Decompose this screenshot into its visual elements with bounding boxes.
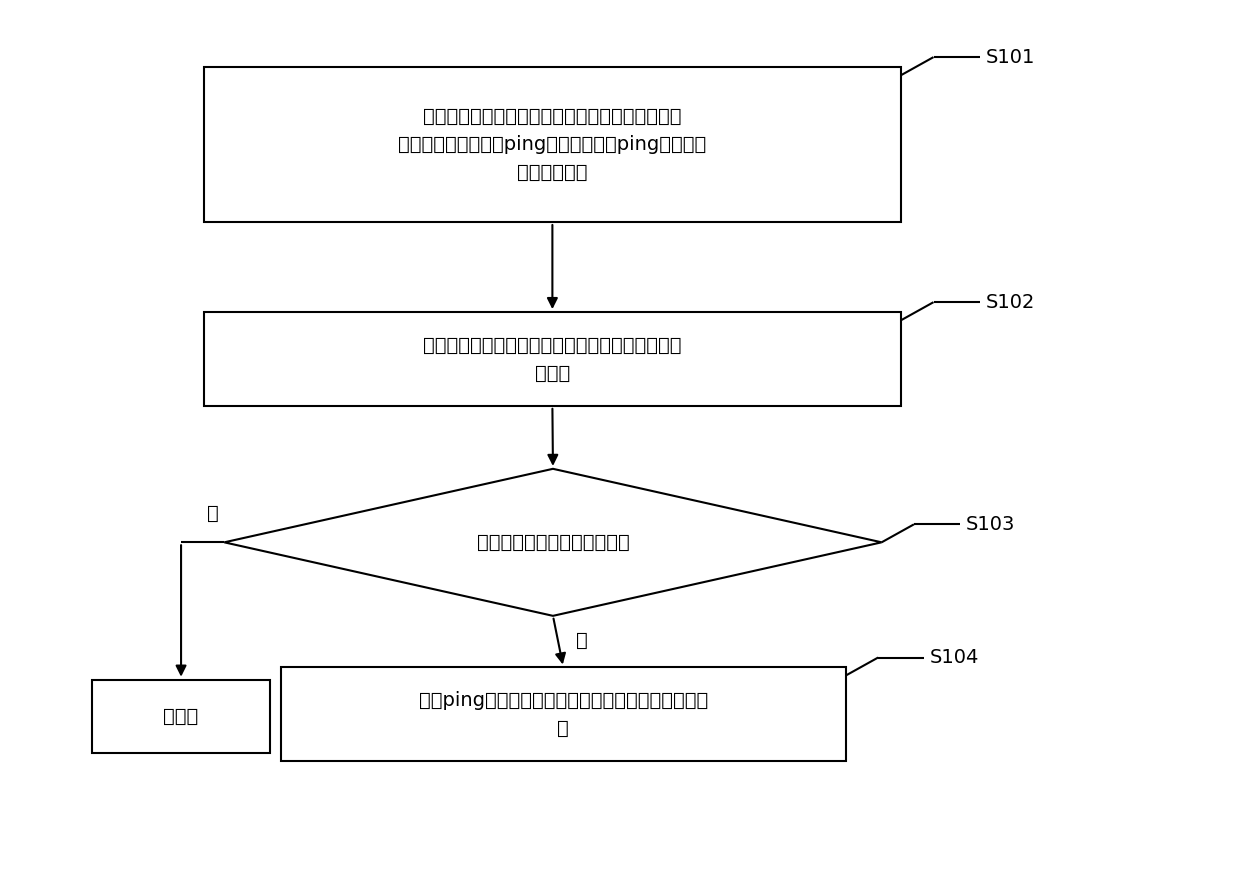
- Text: S104: S104: [930, 648, 980, 667]
- Text: 判定ping消息超时，并将超时统计信息发送给第一节
点: 判定ping消息超时，并将超时统计信息发送给第一节 点: [419, 691, 708, 738]
- Text: 计算当前的心跳时间戳与上次记录的心跳时间戳的
时间差: 计算当前的心跳时间戳与上次记录的心跳时间戳的 时间差: [423, 335, 682, 382]
- Text: 否: 否: [207, 504, 218, 523]
- Text: 是: 是: [575, 631, 588, 650]
- FancyBboxPatch shape: [203, 67, 901, 222]
- Text: S102: S102: [986, 293, 1035, 312]
- Polygon shape: [224, 468, 882, 616]
- Text: S101: S101: [986, 48, 1035, 67]
- FancyBboxPatch shape: [203, 312, 901, 406]
- FancyBboxPatch shape: [92, 680, 270, 753]
- Text: S103: S103: [966, 514, 1016, 534]
- FancyBboxPatch shape: [280, 667, 846, 761]
- Text: 无操作: 无操作: [164, 706, 198, 726]
- Text: 在存储集群中的第一节点接收到第二节点按照预设
心跳频率定时发送的ping消息时，记录ping消息对应
的心跳时间戳: 在存储集群中的第一节点接收到第二节点按照预设 心跳频率定时发送的ping消息时，…: [398, 107, 707, 182]
- Text: 判断时间差是否大于预设阈值: 判断时间差是否大于预设阈值: [476, 533, 630, 552]
